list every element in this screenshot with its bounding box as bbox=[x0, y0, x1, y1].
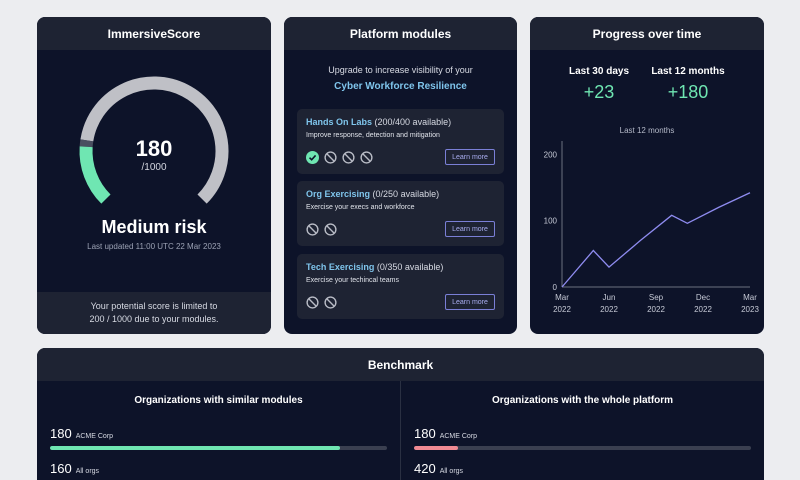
benchmark-bar-fill bbox=[414, 446, 458, 450]
x-tick-label: Jun bbox=[603, 293, 616, 302]
immersive-score-card: ImmersiveScore 180 /1000 Medium risk Las… bbox=[37, 17, 271, 334]
last-30-days-stat: Last 30 days +23 bbox=[544, 66, 654, 103]
module-status-icons bbox=[306, 223, 337, 236]
y-tick-label: 0 bbox=[553, 283, 558, 292]
module-name: Org Exercising bbox=[306, 189, 371, 199]
benchmark-bar bbox=[414, 446, 751, 450]
learn-more-button[interactable]: Learn more bbox=[445, 221, 495, 237]
benchmark-card: Benchmark Organizations with similar mod… bbox=[37, 348, 764, 480]
benchmark-value: 180 bbox=[50, 426, 72, 441]
benchmark-org: All orgs bbox=[75, 468, 100, 475]
module-description: Exercise your techincal teams bbox=[306, 277, 399, 284]
last-updated: Last updated 11:00 UTC 22 Mar 2023 bbox=[87, 242, 221, 251]
benchmark-org: ACME Corp bbox=[75, 433, 114, 440]
stat-label: Last 30 days bbox=[568, 66, 630, 77]
blocked-icon bbox=[306, 223, 319, 236]
chart-title: Last 12 months bbox=[619, 126, 675, 135]
footer-line: Your potential score is limited to bbox=[90, 301, 218, 311]
module-title: Tech Exercising (0/350 available) bbox=[306, 262, 443, 272]
module-name: Hands On Labs bbox=[306, 117, 373, 127]
module-tech-exercising: Tech Exercising (0/350 available) Exerci… bbox=[297, 254, 504, 319]
stat-value: +23 bbox=[583, 82, 615, 102]
module-org-exercising: Org Exercising (0/250 available) Exercis… bbox=[297, 181, 504, 246]
module-description: Improve response, detection and mitigati… bbox=[306, 132, 440, 139]
benchmark-org: All orgs bbox=[439, 468, 464, 475]
benchmark-row: 180 ACME Corp bbox=[50, 425, 388, 450]
benchmark-row: 420 All orgs bbox=[414, 460, 752, 480]
learn-more-button[interactable]: Learn more bbox=[445, 294, 495, 310]
x-tick-label: Sep bbox=[649, 293, 664, 302]
y-tick-label: 100 bbox=[544, 217, 558, 226]
blocked-icon bbox=[324, 151, 337, 164]
module-description: Exercise your execs and workforce bbox=[306, 204, 415, 211]
module-status-icons bbox=[306, 151, 373, 164]
benchmark-whole-platform: Organizations with the whole platform 18… bbox=[401, 381, 764, 480]
blocked-icon bbox=[324, 223, 337, 236]
card-title: Platform modules bbox=[284, 17, 517, 50]
benchmark-value: 420 bbox=[414, 461, 436, 476]
card-title: ImmersiveScore bbox=[37, 17, 271, 50]
score-footer: Your potential score is limited to 200 /… bbox=[37, 292, 271, 334]
x-tick-label: Dec bbox=[696, 293, 710, 302]
module-title: Org Exercising (0/250 available) bbox=[306, 189, 439, 199]
score-value: 180 bbox=[135, 136, 173, 161]
benchmark-value: 180 bbox=[414, 426, 436, 441]
x-tick-year-label: 2022 bbox=[553, 305, 571, 314]
divider bbox=[400, 381, 401, 480]
series-line bbox=[561, 192, 751, 288]
x-tick-year-label: 2022 bbox=[647, 305, 665, 314]
gauge-score-segment bbox=[79, 146, 111, 204]
check-circle-icon bbox=[306, 151, 319, 164]
score-gauge bbox=[79, 76, 229, 204]
benchmark-similar-modules: Organizations with similar modules 180 AC… bbox=[37, 381, 400, 480]
progress-line-chart: 0 100 200 Mar 2022 Jun 2022 Sep 2022 Dec 2022 Mar 20… bbox=[544, 141, 759, 314]
gauge-limit-segment bbox=[79, 139, 94, 148]
card-title: Progress over time bbox=[530, 17, 764, 50]
risk-level: Medium risk bbox=[101, 217, 207, 237]
y-tick-label: 200 bbox=[544, 150, 558, 159]
stat-value: +180 bbox=[667, 82, 709, 102]
upgrade-highlight: Cyber Workforce Resilience bbox=[334, 81, 467, 92]
upgrade-text: Upgrade to increase visibility of your bbox=[328, 65, 473, 75]
progress-card: Progress over time Last 30 days +23 Last… bbox=[530, 17, 764, 334]
gauge-track bbox=[80, 76, 229, 204]
module-name: Tech Exercising bbox=[306, 262, 375, 272]
x-tick-year-label: 2022 bbox=[694, 305, 712, 314]
module-availability: (0/350 available) bbox=[376, 262, 444, 272]
blocked-icon bbox=[360, 151, 373, 164]
module-availability: (200/400 available) bbox=[374, 117, 452, 127]
card-title: Benchmark bbox=[37, 348, 764, 381]
benchmark-value: 160 bbox=[50, 461, 72, 476]
score-max: /1000 bbox=[141, 162, 167, 173]
x-tick-label: Mar bbox=[555, 293, 569, 302]
stat-label: Last 12 months bbox=[651, 66, 725, 77]
benchmark-row: 160 All orgs bbox=[50, 460, 388, 480]
benchmark-row: 180 ACME Corp bbox=[414, 425, 752, 450]
x-tick-label: Mar bbox=[743, 293, 757, 302]
blocked-icon bbox=[306, 296, 319, 309]
learn-more-button[interactable]: Learn more bbox=[445, 149, 495, 165]
benchmark-column-title: Organizations with similar modules bbox=[134, 395, 303, 406]
benchmark-bar bbox=[50, 446, 387, 450]
module-availability: (0/250 available) bbox=[372, 189, 440, 199]
module-hands-on-labs: Hands On Labs (200/400 available) Improv… bbox=[297, 109, 504, 174]
x-tick-year-label: 2023 bbox=[741, 305, 759, 314]
x-tick-year-label: 2022 bbox=[600, 305, 618, 314]
benchmark-column-title: Organizations with the whole platform bbox=[491, 395, 674, 406]
module-title: Hands On Labs (200/400 available) bbox=[306, 117, 451, 127]
last-12-months-stat: Last 12 months +180 bbox=[633, 66, 743, 103]
module-status-icons bbox=[306, 296, 337, 309]
blocked-icon bbox=[324, 296, 337, 309]
benchmark-bar-fill bbox=[50, 446, 340, 450]
blocked-icon bbox=[342, 151, 355, 164]
benchmark-org: ACME Corp bbox=[439, 433, 478, 440]
footer-line: 200 / 1000 due to your modules. bbox=[89, 314, 219, 324]
platform-modules-card: Platform modules Upgrade to increase vis… bbox=[284, 17, 517, 334]
